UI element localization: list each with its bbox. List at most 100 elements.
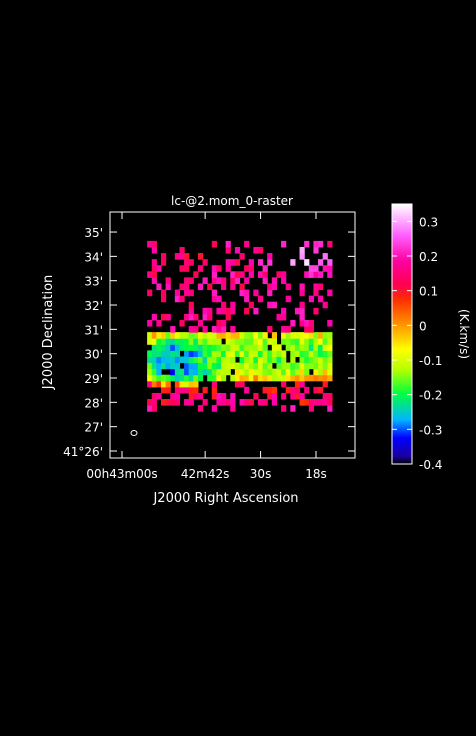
map-pixel [151, 259, 157, 266]
map-pixel [225, 240, 231, 248]
map-pixel [322, 392, 328, 400]
map-pixel [308, 319, 314, 327]
map-pixel [271, 301, 278, 309]
map-pixel [308, 405, 314, 412]
map-pixel [262, 356, 268, 364]
map-pixel [197, 350, 204, 357]
map-pixel [151, 399, 157, 406]
map-pixel [299, 350, 305, 357]
map-pixel [179, 319, 185, 327]
map-pixel [262, 368, 268, 376]
map-pixel [184, 289, 190, 297]
map-pixel [230, 356, 236, 364]
map-pixel [160, 362, 167, 370]
map-pixel [276, 362, 282, 370]
map-pixel [318, 374, 324, 382]
map-pixel [244, 399, 250, 406]
map-pixel [234, 246, 241, 254]
map-pixel [257, 356, 264, 364]
map-pixel [221, 277, 227, 284]
map-pixel [147, 240, 153, 248]
map-pixel [313, 386, 319, 394]
map-pixel [193, 374, 199, 382]
map-pixel [290, 374, 296, 382]
map-pixel [271, 344, 278, 351]
y-tick-label: 35' [84, 226, 103, 240]
map-pixel [318, 283, 324, 291]
map-pixel [322, 368, 328, 376]
map-pixel [156, 380, 162, 388]
map-pixel [281, 338, 287, 345]
map-pixel [299, 392, 305, 400]
map-pixel [304, 338, 310, 345]
map-pixel [156, 332, 162, 339]
colorbar-tick-label: -0.1 [419, 354, 442, 368]
map-pixel [160, 374, 167, 382]
map-pixel [184, 277, 190, 284]
map-pixel [221, 374, 227, 382]
map-pixel [294, 386, 301, 394]
y-axis-label: J2000 Declination [41, 275, 56, 391]
map-pixel [230, 362, 236, 370]
map-pixel [239, 332, 245, 339]
map-pixel [230, 399, 236, 406]
map-pixel [304, 326, 310, 333]
map-pixel [318, 362, 324, 370]
map-pixel [179, 246, 185, 254]
map-pixel [239, 338, 245, 345]
map-pixel [262, 277, 268, 284]
map-pixel [248, 344, 254, 351]
map-pixel [327, 265, 333, 272]
map-pixel [230, 344, 236, 351]
map-pixel [327, 259, 333, 266]
map-pixel [248, 301, 254, 309]
map-pixel [230, 374, 236, 382]
map-pixel [299, 356, 305, 364]
map-pixel [197, 332, 204, 339]
y-tick-label: 41°26' [63, 445, 103, 459]
map-pixel [276, 350, 282, 357]
map-pixel [156, 392, 162, 400]
map-pixel [184, 338, 190, 345]
map-pixel [207, 350, 213, 357]
map-pixel [188, 368, 194, 376]
map-pixel [299, 344, 305, 351]
map-pixel [281, 368, 287, 376]
map-pixel [318, 259, 324, 266]
map-pixel [239, 399, 245, 406]
map-pixel [221, 368, 227, 376]
map-pixel [299, 319, 305, 327]
map-pixel [197, 356, 204, 364]
map-pixel [271, 374, 278, 382]
map-pixel [308, 350, 314, 357]
map-pixel [202, 313, 208, 321]
map-pixel [165, 356, 171, 364]
map-pixel [322, 362, 328, 370]
map-pixel [267, 350, 273, 357]
map-pixel [239, 344, 245, 351]
map-pixel [327, 368, 333, 376]
map-pixel [170, 350, 176, 357]
map-pixel [257, 332, 264, 339]
map-pixel [257, 246, 264, 254]
map-pixel [244, 289, 250, 297]
map-pixel [322, 301, 328, 309]
map-pixel [165, 344, 171, 351]
map-pixel [211, 374, 217, 382]
map-pixel [257, 362, 264, 370]
map-pixel [202, 368, 208, 376]
map-pixel [313, 283, 319, 291]
y-tick-label: 31' [84, 323, 103, 337]
map-pixel [197, 374, 204, 382]
map-pixel [313, 307, 319, 315]
map-pixel [147, 374, 153, 382]
map-pixel [160, 313, 167, 321]
map-pixel [318, 271, 324, 278]
map-pixel [244, 350, 250, 357]
map-pixel [151, 271, 157, 278]
map-pixel [239, 253, 245, 260]
map-pixel [202, 259, 208, 266]
map-pixel [248, 356, 254, 364]
map-pixel [197, 338, 204, 345]
map-pixel [244, 240, 250, 248]
